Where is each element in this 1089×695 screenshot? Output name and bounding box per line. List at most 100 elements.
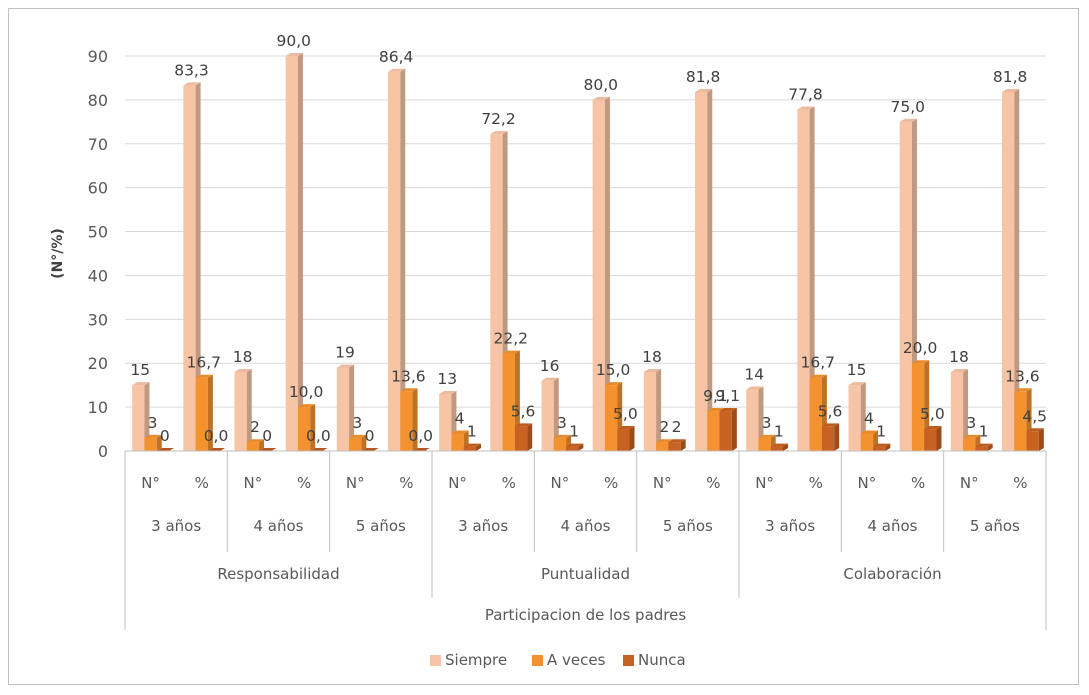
bars: [132, 53, 1044, 452]
legend-swatch-a-veces: [532, 655, 543, 666]
x-age-label: 3 años: [765, 517, 815, 535]
bar-top: [463, 443, 482, 447]
bar-top: [1001, 88, 1020, 92]
bar-a-veces: [604, 385, 618, 451]
data-label: 3: [148, 414, 158, 432]
y-tick-label: 70: [88, 135, 108, 154]
bar-top: [950, 369, 969, 372]
bar-nunca: [156, 448, 175, 451]
x-measure-label: %: [809, 474, 823, 492]
data-label: 5,0: [613, 405, 638, 423]
x-age-label: 3 años: [151, 517, 201, 535]
x-measure-label: %: [604, 474, 618, 492]
x-measure-label: N°: [653, 474, 672, 492]
bar-siempre: [592, 99, 605, 451]
bar-nunca: [514, 426, 528, 451]
x-measure-label: N°: [346, 474, 365, 492]
bar-side: [400, 68, 406, 452]
data-label: 3: [762, 414, 772, 432]
data-label: 4: [864, 409, 874, 427]
bar-top: [719, 408, 737, 412]
bar-side: [195, 82, 201, 452]
bar-top: [553, 434, 572, 438]
bar-side: [412, 388, 418, 451]
bar-top: [809, 374, 827, 378]
data-label: 13,6: [1005, 367, 1040, 385]
bar-nunca: [924, 429, 937, 451]
bar-side: [1014, 88, 1020, 451]
bar-top: [451, 430, 469, 434]
legend-label: A veces: [547, 651, 606, 669]
bar-top: [246, 439, 265, 443]
bar-a-veces: [1014, 391, 1027, 451]
bar-siempre: [950, 372, 964, 451]
data-label: 1: [569, 423, 579, 441]
x-measure-label: N°: [551, 474, 570, 492]
data-label: 10,0: [289, 383, 324, 401]
x-age-label: 4 años: [867, 517, 917, 535]
x-measure-label: %: [911, 474, 925, 492]
bar-side: [656, 369, 662, 451]
x-measure-label: N°: [858, 474, 877, 492]
bar-top: [439, 390, 457, 394]
bar-nunca: [617, 429, 630, 451]
bar-side: [297, 53, 303, 451]
bar-top: [297, 404, 316, 408]
bar-side: [758, 386, 764, 451]
data-label: 18: [642, 348, 662, 366]
y-tick-label: 10: [88, 398, 108, 417]
data-label: 81,8: [993, 68, 1028, 86]
bar-top: [144, 434, 162, 438]
bar-top: [195, 374, 213, 378]
bar-siempre: [439, 393, 452, 451]
bar-top: [566, 443, 584, 447]
bar-top: [349, 434, 367, 438]
bar-siempre: [746, 389, 759, 451]
data-label: 18: [233, 348, 253, 366]
data-label: 13: [437, 370, 457, 388]
bar-top: [848, 382, 866, 386]
legend-swatch-siempre: [430, 655, 441, 666]
y-tick-label: 90: [88, 47, 108, 66]
bar-a-veces: [911, 363, 925, 451]
bar-siempre: [234, 372, 247, 451]
bar-nunca: [770, 446, 784, 451]
bar-top: [643, 369, 662, 372]
bar-siempre: [132, 385, 145, 451]
data-label: 0: [262, 427, 272, 445]
data-label: 15: [847, 361, 867, 379]
data-label: 1: [979, 423, 989, 441]
y-tick-label: 40: [88, 266, 108, 285]
bar-side: [963, 369, 969, 451]
bar-a-veces: [860, 433, 874, 451]
bar-nunca: [821, 426, 835, 451]
x-age-label: 5 años: [356, 517, 406, 535]
bar-top: [1014, 388, 1032, 392]
bar-top: [746, 386, 764, 390]
y-tick-label: 30: [88, 310, 108, 329]
bar-a-veces: [707, 411, 720, 451]
y-tick-label: 20: [88, 354, 108, 373]
x-group-label: Responsabilidad: [217, 565, 339, 583]
x-group-label: Puntualidad: [541, 565, 630, 583]
bar-top: [924, 426, 942, 430]
data-label: 0: [365, 427, 375, 445]
bar-side: [476, 443, 482, 451]
bar-top: [132, 382, 150, 386]
bar-nunca: [668, 442, 681, 451]
bar-side: [361, 434, 367, 451]
bar-top: [758, 434, 776, 438]
y-tick-label: 0: [98, 442, 108, 461]
bar-side: [936, 426, 942, 451]
data-label: 81,8: [686, 68, 721, 86]
bar-side: [349, 364, 355, 451]
bar-top: [1026, 428, 1044, 432]
y-tick-label: 80: [88, 91, 108, 110]
x-age-label: 5 años: [663, 517, 713, 535]
bar-side: [207, 374, 213, 451]
bar-siempre: [848, 385, 861, 451]
data-label: 0: [160, 427, 170, 445]
bar-top: [821, 423, 840, 427]
